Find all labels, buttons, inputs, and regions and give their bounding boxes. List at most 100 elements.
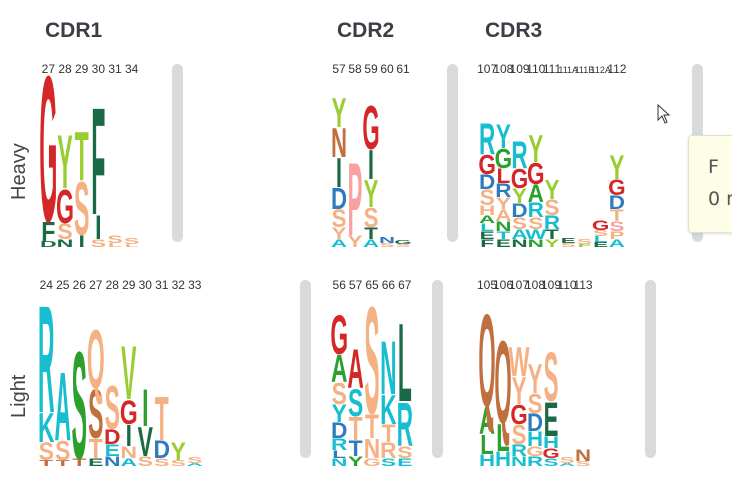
cdr1-header: CDR1 xyxy=(45,19,103,42)
scrollbar-light-cdr2[interactable] xyxy=(432,280,443,458)
logo-letter: R xyxy=(380,438,396,463)
logo-letter: S xyxy=(107,233,122,245)
logo-letter: Y xyxy=(496,195,511,214)
logo-letter: A xyxy=(528,180,544,208)
logo-letter: T xyxy=(72,456,86,468)
logo-letter: G xyxy=(542,445,559,461)
position-label: 113 xyxy=(573,278,592,292)
scrollbar-light-cdr1[interactable] xyxy=(300,280,311,458)
logo-letter: Y xyxy=(332,91,347,137)
scrollbar-light-cdr3[interactable] xyxy=(645,280,656,458)
logo-letter: G xyxy=(39,34,57,266)
logo-letter: S xyxy=(544,456,559,469)
logo-letter: E xyxy=(496,237,511,250)
position-label: 109 xyxy=(510,62,530,76)
logo-letter: I xyxy=(126,419,132,453)
logo-letter: A xyxy=(331,347,347,391)
logo-letter: E xyxy=(593,241,608,249)
logo-letter: D xyxy=(331,418,347,443)
position-label: 108 xyxy=(525,278,545,292)
logo-light-cdr3: 105 106 107 108 109 110 113 H L A Q H L Q N R S G Y W R G H D S Y… xyxy=(477,278,593,471)
position-label: 31 xyxy=(155,278,169,292)
logo-letter: W xyxy=(525,226,547,242)
logo-letter: A xyxy=(479,398,495,442)
logo-svg: 105106107108109110113HLAQHLQNRSGYWRGHDSY… xyxy=(477,278,593,471)
scrollbar-heavy-cdr2[interactable] xyxy=(447,64,458,242)
logo-letter: S xyxy=(560,456,575,465)
position-label: 61 xyxy=(396,62,410,76)
position-label: 25 xyxy=(56,278,70,292)
logo-letter: G xyxy=(363,456,381,468)
row-label-heavy: Heavy xyxy=(8,143,30,200)
logo-letter: S xyxy=(577,238,592,246)
logo-letter: T xyxy=(89,434,103,465)
logo-letter: N xyxy=(528,237,544,250)
logo-letter: T xyxy=(364,225,378,244)
logo-letter: P xyxy=(348,141,363,257)
logo-letter: I xyxy=(78,233,84,251)
logo-letter: S xyxy=(154,456,169,468)
logo-letter: I xyxy=(95,208,101,247)
position-label: 59 xyxy=(364,62,378,76)
logo-letter: L xyxy=(594,235,608,244)
logo-letter: G xyxy=(608,175,626,200)
logo-letter: R xyxy=(528,198,545,222)
logo-letter: S xyxy=(332,206,347,233)
logo-letter: I xyxy=(142,378,148,438)
logo-letter: G xyxy=(120,393,138,432)
logo-light-cdr2: 56 57 65 66 67 N L R D Y S A G Y T T S A G N T S S R T K N E S R L xyxy=(330,276,413,469)
position-label: 32 xyxy=(172,278,186,292)
logo-letter: G xyxy=(394,239,411,245)
logo-letter: E xyxy=(105,442,120,460)
logo-letter: A xyxy=(347,338,363,399)
position-label: 105 xyxy=(477,278,497,292)
logo-letter: A xyxy=(495,207,511,226)
position-label: 110 xyxy=(526,62,545,76)
logo-letter: R xyxy=(38,275,55,446)
logo-letter: S xyxy=(593,229,608,238)
logo-letter: G xyxy=(527,157,545,191)
logo-letter: R xyxy=(495,180,511,201)
logo-letter: S xyxy=(609,218,624,234)
cdr3-header: CDR3 xyxy=(485,19,543,42)
position-label: 57 xyxy=(349,278,363,292)
position-label: 65 xyxy=(365,278,379,292)
logo-letter: S xyxy=(348,381,363,425)
logo-letter: R xyxy=(527,453,543,469)
logo-letter: G xyxy=(330,304,348,365)
position-label: 26 xyxy=(73,278,87,292)
logo-letter: A xyxy=(120,456,137,468)
logo-letter: R xyxy=(397,389,413,459)
logo-letter: S xyxy=(332,377,347,411)
logo-letter: Y xyxy=(332,400,347,428)
logo-letter: Y xyxy=(348,453,364,468)
position-label: 27 xyxy=(42,62,56,76)
logo-letter: F xyxy=(480,237,494,250)
logo-letter: E xyxy=(397,456,412,468)
logo-letter: S xyxy=(364,203,379,234)
logo-letter: E xyxy=(480,229,495,242)
logo-letter: V xyxy=(138,420,154,466)
logo-letter: G xyxy=(362,93,379,162)
logo-letter: S xyxy=(576,460,591,468)
logo-letter: T xyxy=(545,226,559,242)
logo-letter: D xyxy=(479,170,495,194)
position-label: 34 xyxy=(125,62,139,76)
position-label: 29 xyxy=(122,278,136,292)
scrollbar-heavy-cdr1[interactable] xyxy=(172,64,183,242)
logo-letter: N xyxy=(511,453,527,469)
logo-letter: K xyxy=(38,406,55,452)
logo-letter: Y xyxy=(57,119,72,204)
logo-letter: I xyxy=(336,151,342,197)
logo-letter: N xyxy=(379,236,395,245)
logo-letter: R xyxy=(331,436,347,454)
logo-letter: E xyxy=(544,394,559,448)
logo-letter: G xyxy=(56,181,74,235)
position-label: 33 xyxy=(188,278,202,292)
position-label: 67 xyxy=(398,278,412,292)
logo-letter: Q xyxy=(478,287,495,435)
position-label: 111A xyxy=(558,65,578,75)
logo-letter: E xyxy=(561,237,576,245)
position-label: 30 xyxy=(139,278,153,292)
